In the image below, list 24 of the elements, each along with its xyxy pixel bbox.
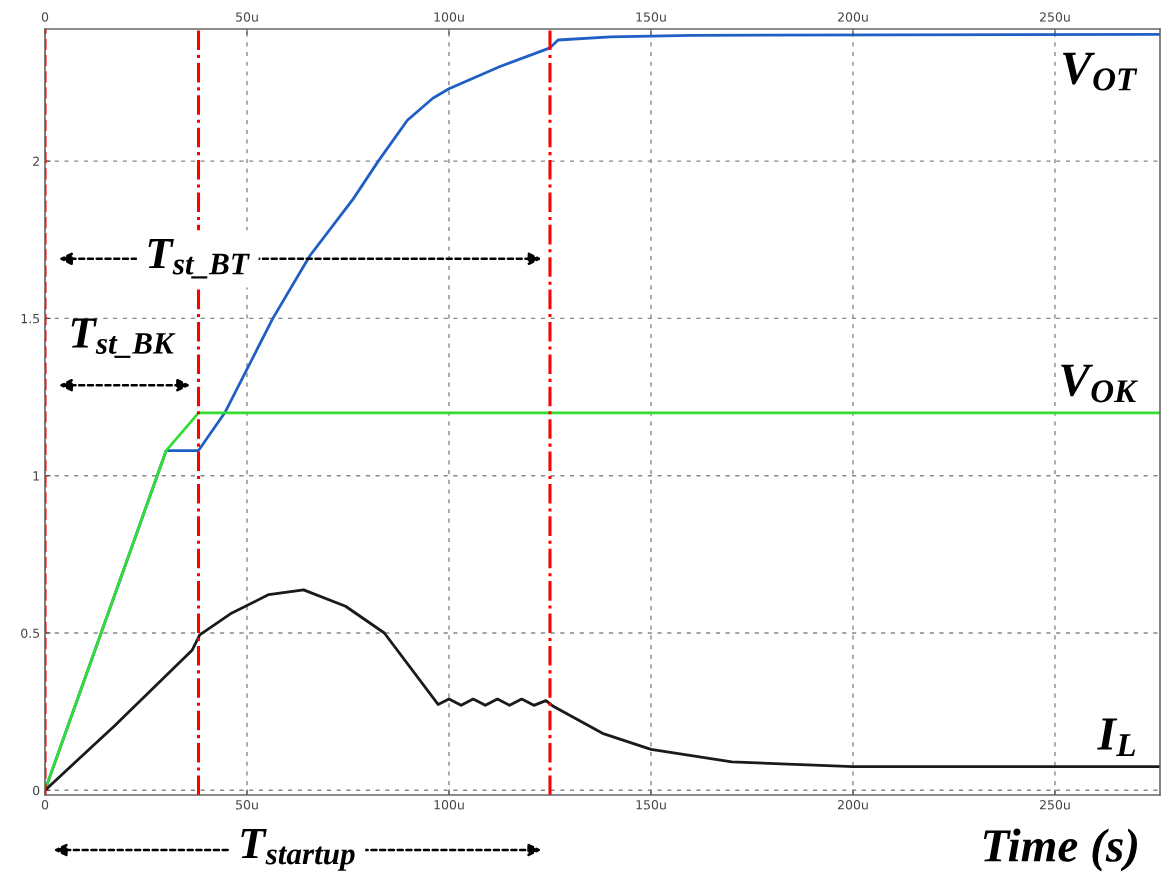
x-tick-label: 100u [434,800,464,810]
y-tick-label: 0.5 [21,628,40,638]
x2-tick-label: 0 [41,12,49,22]
annotation: T$_{st_BT}$ [148,238,250,279]
x-axis-title: Time (s) [983,828,1137,872]
y-tick-label: 1.5 [21,314,40,324]
annotation: T$_{st_BK}$ [71,318,176,358]
x-tick-label: 50u [236,800,258,810]
series-label: V$_{OT}$ [1063,52,1138,91]
x-tick-label: 150u [636,800,666,810]
x2-tick-label: 250u [1039,12,1070,22]
x-tick-label: 200u [838,800,868,810]
series-label: V$_{OK}$ [1061,364,1138,403]
x-tick-label: 0 [41,800,49,810]
y-tick-label: 2 [33,156,39,166]
series-label: I$_{L}$ [1097,718,1136,756]
x2-tick-label: 200u [838,12,868,22]
y-tick-label: 0 [33,785,40,796]
x2-tick-label: 150u [636,12,666,22]
text: T$_{startup}$ [241,828,355,871]
x2-tick-label: 100u [434,12,464,22]
x-tick-label: 250u [1039,800,1070,810]
y-tick-label: 1 [33,471,39,481]
x2-tick-label: 50u [236,12,258,22]
